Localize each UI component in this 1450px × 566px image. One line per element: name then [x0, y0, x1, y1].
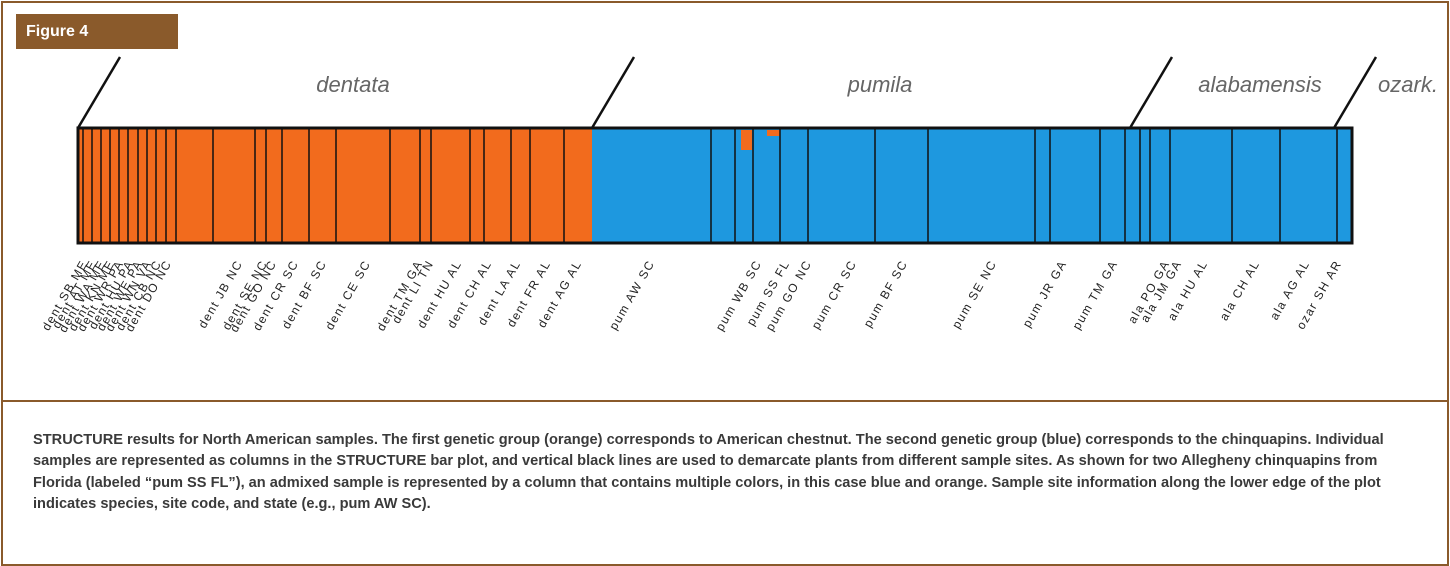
group-divider: [1128, 56, 1174, 129]
divider: [3, 400, 1447, 402]
group-divider: [590, 56, 636, 129]
group-label: ozark.: [1378, 72, 1438, 97]
figure-tab: Figure 4: [16, 14, 178, 49]
blue-cluster: [592, 128, 1352, 243]
plot-border: [76, 126, 1354, 245]
site-label: pum TM GA: [1069, 258, 1120, 333]
group-label: alabamensis: [1198, 72, 1322, 97]
group-divider: [76, 56, 122, 129]
group-label: pumila: [847, 72, 913, 97]
orange-cluster: [78, 128, 592, 243]
group-label: dentata: [316, 72, 389, 97]
structure-plot: dentata pumila alabamensis ozark. dent S…: [39, 56, 1438, 335]
site-label: pum BF SC: [861, 258, 911, 330]
group-divider: [1332, 56, 1378, 129]
site-label: pum JR GA: [1020, 258, 1070, 330]
site-label: pum AW SC: [606, 258, 657, 333]
site-label: dent CE SC: [322, 258, 373, 333]
site-label: pum CR SC: [809, 258, 860, 332]
caption: STRUCTURE results for North American sam…: [33, 432, 1384, 512]
admixture: [767, 130, 780, 136]
admixture: [741, 130, 752, 150]
site-label: ala CH AL: [1217, 258, 1263, 323]
group-dividers: [76, 56, 1378, 129]
site-label: pum SE NC: [949, 258, 1000, 332]
site-lines: [82, 129, 1338, 242]
